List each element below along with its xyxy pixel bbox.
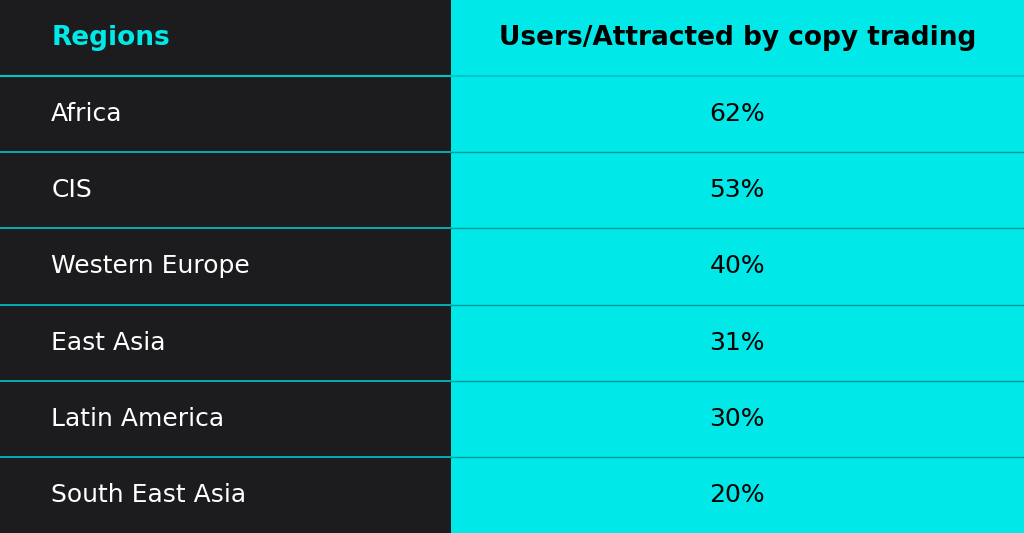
Bar bbox=[0, 0, 451, 533]
Text: 62%: 62% bbox=[710, 102, 765, 126]
Bar bbox=[451, 0, 1024, 533]
Text: 40%: 40% bbox=[710, 254, 765, 279]
Text: 30%: 30% bbox=[710, 407, 765, 431]
Text: 31%: 31% bbox=[710, 330, 765, 354]
Text: South East Asia: South East Asia bbox=[51, 483, 247, 507]
Text: Users/Attracted by copy trading: Users/Attracted by copy trading bbox=[499, 25, 976, 51]
Text: East Asia: East Asia bbox=[51, 330, 166, 354]
Text: 20%: 20% bbox=[710, 483, 765, 507]
Text: Regions: Regions bbox=[51, 25, 170, 51]
Text: 53%: 53% bbox=[710, 179, 765, 203]
Text: Africa: Africa bbox=[51, 102, 123, 126]
Text: CIS: CIS bbox=[51, 179, 92, 203]
Text: Latin America: Latin America bbox=[51, 407, 224, 431]
Text: Western Europe: Western Europe bbox=[51, 254, 250, 279]
